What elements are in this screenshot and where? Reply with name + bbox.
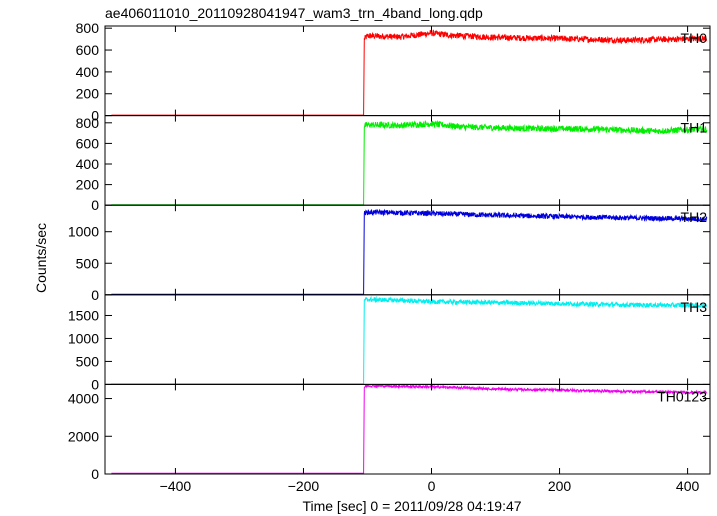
panel-th0: 0 200 400 600 800 TH0 <box>76 20 711 124</box>
panel-label: TH0123 <box>657 388 707 404</box>
panel-frame <box>104 383 711 475</box>
series-line-th0123 <box>111 383 708 474</box>
y-tick-label: 400 <box>76 156 100 172</box>
y-tick-label: 500 <box>76 255 100 271</box>
x-tick-label: 200 <box>548 478 572 494</box>
panel-label: TH0 <box>681 30 708 46</box>
y-tick-label: 0 <box>91 376 99 392</box>
panel-label: TH3 <box>681 299 708 315</box>
x-axis-label: Time [sec] 0 = 2011/09/28 04:19:47 <box>302 498 521 514</box>
y-tick-label: 200 <box>76 86 100 102</box>
series-line-th1 <box>111 119 708 206</box>
panel-th2: 0 500 1000 TH2 <box>68 204 711 303</box>
y-tick-label: 4000 <box>68 391 99 407</box>
x-tick-label: −400 <box>160 478 192 494</box>
y-tick-label: 1000 <box>68 330 99 346</box>
y-tick-label: 0 <box>91 197 99 213</box>
y-tick-label: 0 <box>91 108 99 124</box>
x-tick-label: 0 <box>428 478 436 494</box>
panel-label: TH1 <box>681 120 708 136</box>
x-axis: −400 −200 0 200 400 <box>160 478 700 494</box>
y-tick-label: 400 <box>76 64 100 80</box>
y-tick-label: 0 <box>91 466 99 482</box>
y-tick-label: 0 <box>91 287 99 303</box>
series-line-th0 <box>111 29 707 116</box>
y-tick-label: 1000 <box>68 224 99 240</box>
x-tick-label: −200 <box>288 478 320 494</box>
y-tick-label: 800 <box>76 115 100 131</box>
panel-th3: 0 500 1000 1500 TH3 <box>68 294 711 392</box>
panel-frame <box>104 294 711 385</box>
y-axis-label: Counts/sec <box>33 223 49 293</box>
series-line-th3 <box>111 295 708 385</box>
y-tick-label: 1500 <box>68 307 99 323</box>
y-tick-label: 600 <box>76 135 100 151</box>
y-tick-label: 2000 <box>68 428 99 444</box>
y-tick-label: 200 <box>76 177 100 193</box>
y-tick-label: 500 <box>76 353 100 369</box>
chart-title: ae406011010_20110928041947_wam3_trn_4ban… <box>105 5 483 21</box>
chart-panels: 0 200 400 600 800 TH0 0 200 400 600 800 TH1 0 500 1000… <box>68 20 711 482</box>
x-tick-label: 400 <box>676 478 700 494</box>
y-tick-label: 600 <box>76 42 100 58</box>
panel-label: TH2 <box>681 209 708 225</box>
y-tick-label: 800 <box>76 20 100 36</box>
series-line-th2 <box>111 208 708 295</box>
panel-th0123: 0 2000 4000 TH0123 <box>68 383 711 482</box>
panel-th1: 0 200 400 600 800 TH1 <box>76 115 711 213</box>
